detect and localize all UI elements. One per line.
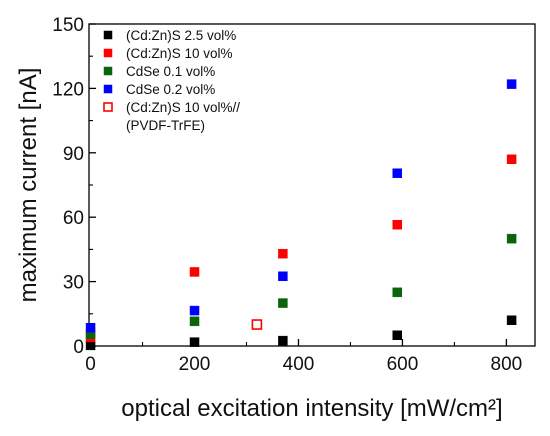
- marker-series-4: [85, 323, 96, 333]
- y-tick-label: 60: [63, 208, 84, 229]
- legend-label-3: CdSe 0.1 vol%: [126, 64, 215, 79]
- legend-marker-3: [103, 66, 113, 76]
- marker-series-1: [392, 330, 402, 341]
- legend-label-1: (Cd:Zn)S 2.5 vol%: [126, 28, 236, 43]
- marker-series-1: [506, 315, 517, 325]
- legend-marker-1: [103, 30, 113, 40]
- y-axis-title: maximum current [nA]: [15, 68, 42, 303]
- marker-series-2: [189, 267, 200, 277]
- marker-series-1: [189, 337, 200, 347]
- legend-marker-2: [103, 48, 113, 58]
- x-axis: 0 200 400 600 800: [85, 339, 522, 375]
- y-tick-label: 150: [52, 15, 84, 36]
- data-markers: [85, 79, 517, 351]
- y-tick-label: 0: [73, 337, 84, 358]
- marker-series-5: [251, 319, 263, 330]
- y-tick-label: 30: [63, 273, 84, 294]
- marker-series-3: [392, 287, 402, 298]
- marker-series-4: [189, 305, 200, 316]
- marker-series-3: [278, 298, 288, 308]
- x-tick-label: 400: [283, 354, 315, 375]
- marker-series-3: [506, 233, 517, 244]
- legend-label-4: CdSe 0.2 vol%: [126, 82, 215, 97]
- legend-label-5-line2: (PVDF-TrFE): [126, 118, 205, 133]
- marker-series-4: [278, 271, 288, 281]
- marker-series-1: [278, 335, 288, 346]
- marker-series-4: [392, 168, 402, 178]
- marker-series-2: [278, 248, 288, 259]
- legend-marker-4: [103, 84, 113, 94]
- legend: (Cd:Zn)S 2.5 vol% (Cd:Zn)S 10 vol% CdSe 0.…: [103, 28, 240, 133]
- x-tick-label: 0: [85, 354, 96, 375]
- y-tick-label: 90: [63, 144, 84, 165]
- marker-series-2: [392, 219, 402, 230]
- x-tick-label: 600: [387, 354, 419, 375]
- marker-series-1: [85, 340, 96, 351]
- marker-series-2: [506, 154, 517, 164]
- y-axis: 0 30 60 90 120 150: [52, 15, 96, 358]
- marker-series-4: [506, 79, 517, 89]
- marker-series-3: [189, 316, 200, 327]
- legend-marker-5: [103, 102, 113, 112]
- legend-label-5: (Cd:Zn)S 10 vol%//: [126, 100, 240, 115]
- legend-label-2: (Cd:Zn)S 10 vol%: [126, 46, 233, 61]
- y-tick-label: 120: [52, 79, 84, 100]
- x-tick-label: 200: [179, 354, 211, 375]
- x-tick-label: 800: [491, 354, 523, 375]
- x-axis-title: optical excitation intensity [mW/cm²]: [121, 395, 502, 422]
